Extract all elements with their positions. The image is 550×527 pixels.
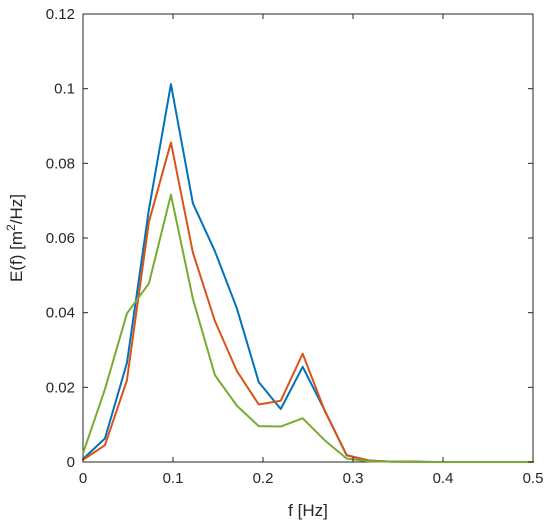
plot-area: 0 0.1 0.2 0.3 0.4 0.5 0 0.02 0.04 0.06 0.08 0.1 0.1… — [46, 6, 544, 487]
y-tick-label: 0.08 — [46, 155, 75, 172]
x-tick-label: 0.2 — [253, 470, 274, 487]
x-tick-label: 0.1 — [163, 470, 184, 487]
y-axis-label: E(f) [m2/Hz] — [4, 194, 26, 282]
y-tick-label: 0 — [67, 454, 75, 471]
series-line-3 — [82, 193, 534, 463]
y-axis-label-tail: /Hz] — [7, 194, 26, 224]
x-tick-label: 0.3 — [343, 470, 364, 487]
x-tick-label: 0 — [79, 470, 87, 487]
series-line-2 — [82, 141, 534, 463]
y-tick-label: 0.06 — [46, 230, 75, 247]
y-axis-ticks: 0 0.02 0.04 0.06 0.08 0.1 0.12 — [46, 6, 533, 471]
y-axis-label-superscript: 2 — [4, 224, 18, 231]
x-tick-label: 0.4 — [433, 470, 454, 487]
series-layer — [82, 83, 534, 463]
plot-box — [82, 13, 534, 463]
x-tick-label: 0.5 — [523, 470, 544, 487]
x-axis-ticks: 0 0.1 0.2 0.3 0.4 0.5 — [79, 14, 544, 487]
y-tick-label: 0.04 — [46, 305, 75, 322]
y-tick-label: 0.1 — [54, 81, 75, 98]
y-axis-label-main: E(f) [m — [7, 231, 26, 282]
y-tick-label: 0.02 — [46, 379, 75, 396]
y-tick-label: 0.12 — [46, 6, 75, 23]
x-axis-label: f [Hz] — [288, 501, 328, 520]
